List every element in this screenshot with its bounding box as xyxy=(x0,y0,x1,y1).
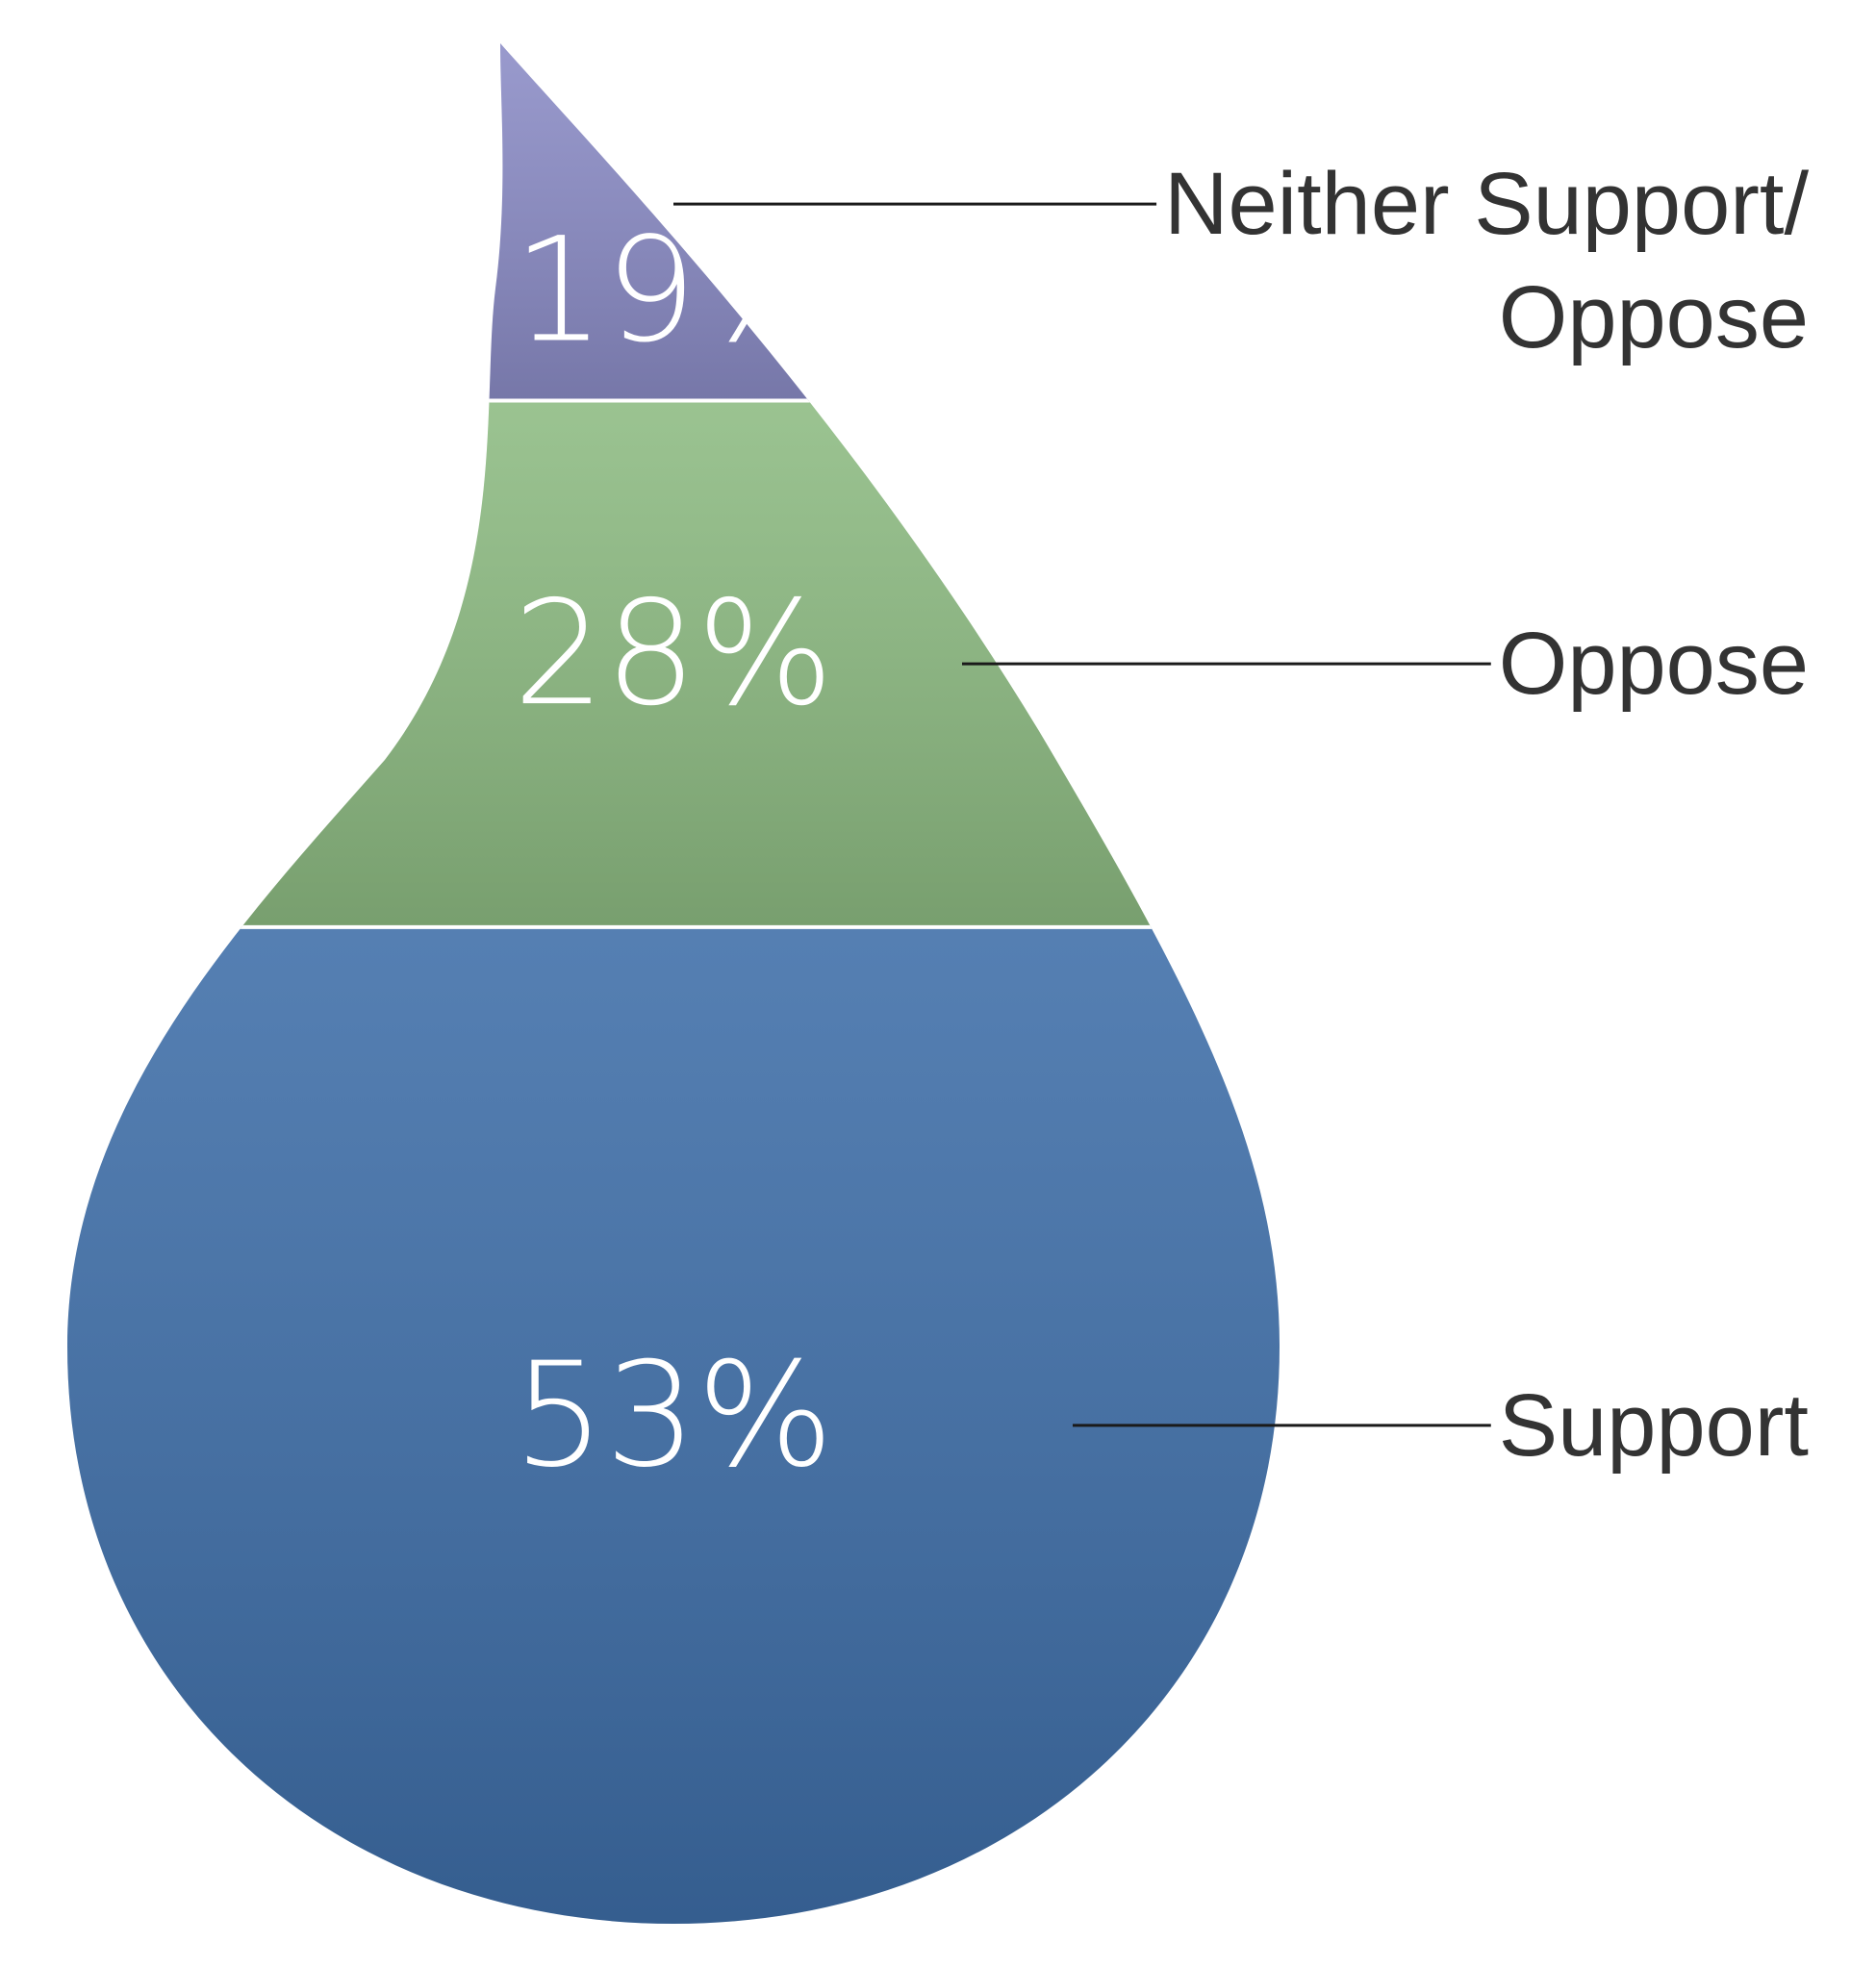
category-label: Support xyxy=(1498,1375,1809,1475)
category-label: Oppose xyxy=(1498,615,1809,714)
category-label-box: Oppose xyxy=(1039,607,1809,720)
value-label: 19% xyxy=(513,207,833,374)
value-label: 53% xyxy=(513,1332,833,1500)
value-label: 28% xyxy=(513,570,833,738)
category-label: Neither Support/ Oppose xyxy=(1164,155,1809,367)
category-label-box: Support xyxy=(1039,1369,1809,1482)
category-label-box: Neither Support/ Oppose xyxy=(1039,147,1809,374)
overlay: 19% 28% 53% xyxy=(513,202,1491,1500)
